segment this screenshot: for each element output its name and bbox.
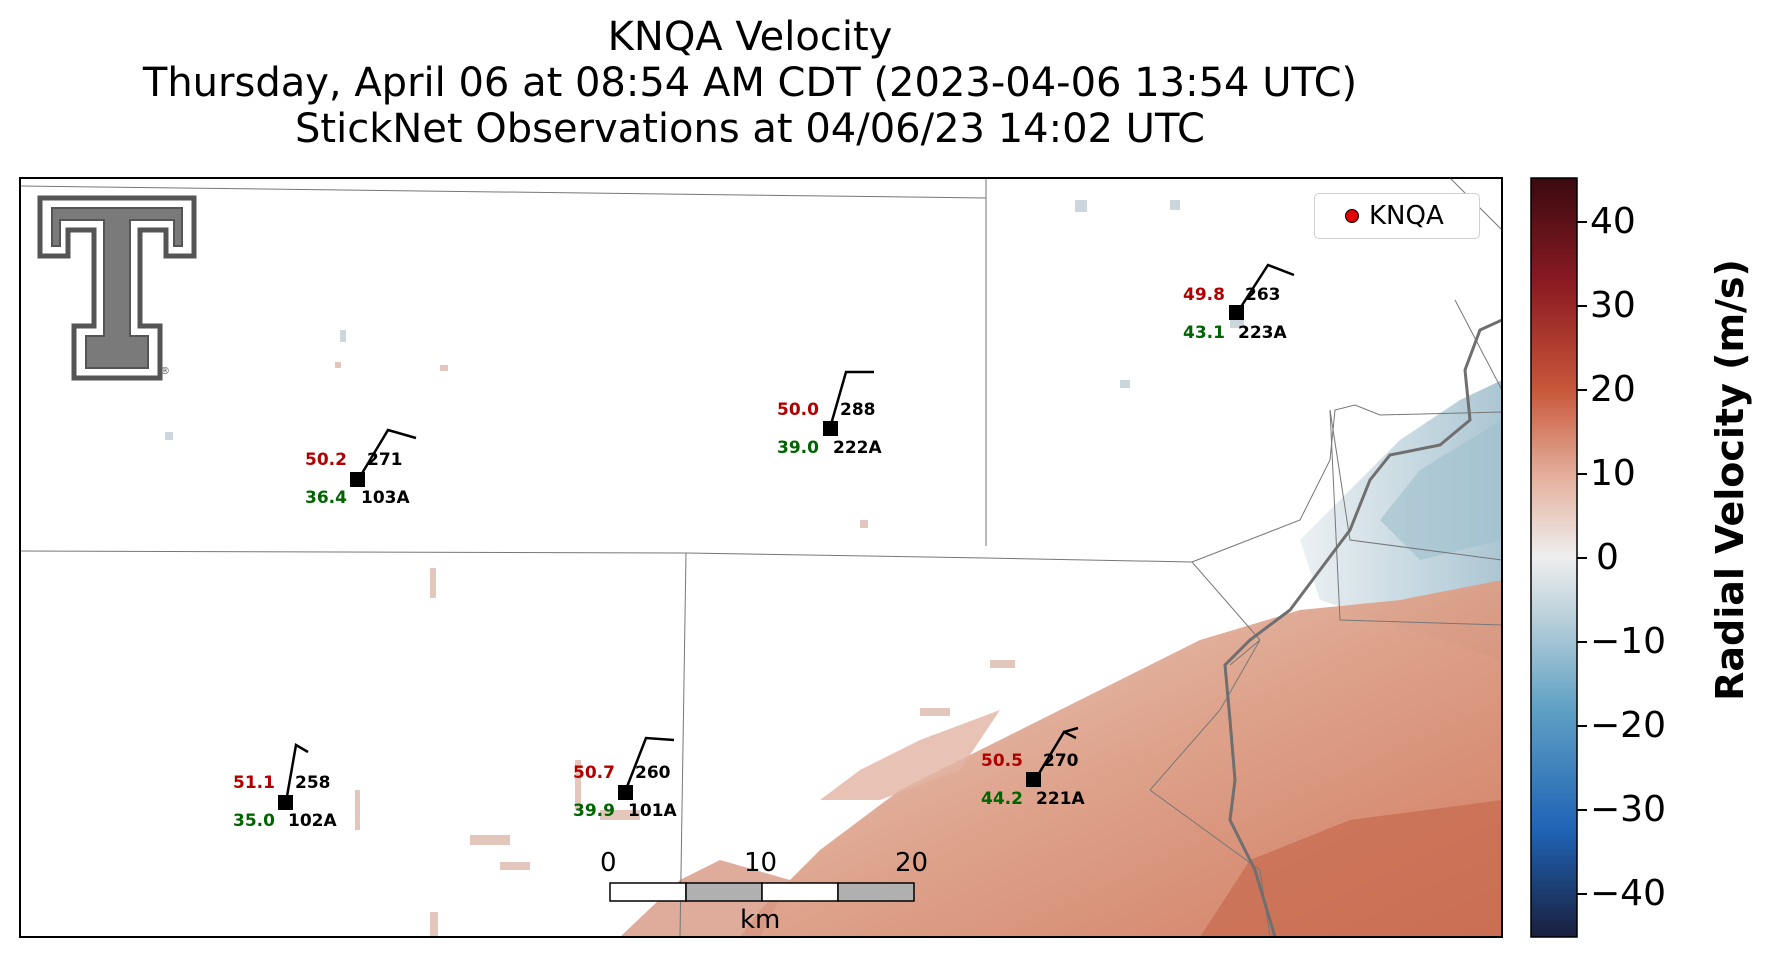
station-dew-223a: 43.1 xyxy=(1183,323,1225,343)
station-dew-103a-value: 36.4 xyxy=(305,488,347,508)
colorbar-tick-label: 40 xyxy=(1590,201,1636,242)
station-id-223a: 223A xyxy=(1238,323,1287,343)
station-marker-101a xyxy=(618,785,633,800)
station-dew-222a: 39.0 xyxy=(777,438,819,458)
colorbar-tick-label: 30 xyxy=(1590,285,1636,326)
station-222a[interactable]: 50.0 288 39.0 222A xyxy=(777,370,882,458)
scale-bar-unit: km xyxy=(740,905,781,935)
station-temp-102a: 51.1 xyxy=(233,773,275,793)
station-temp-222a: 50.0 xyxy=(777,400,819,420)
wind-barb-221a xyxy=(1033,726,1079,781)
station-marker-103a xyxy=(350,472,365,487)
colorbar-tick-label: −10 xyxy=(1590,621,1666,662)
station-marker-221a xyxy=(1026,772,1041,787)
station-dir-222a: 288 xyxy=(840,400,876,420)
wind-barb-102a xyxy=(284,743,309,803)
county-boundaries-fine xyxy=(1329,299,1502,561)
radar-echoes xyxy=(165,200,1502,937)
legend: KNQA xyxy=(1314,193,1480,239)
station-dir-101a: 260 xyxy=(635,763,671,783)
inbound-echo-band xyxy=(1380,420,1502,560)
colorbar-tick-marks xyxy=(1577,221,1587,895)
colorbar-title: Radial Velocity (m/s) xyxy=(1708,259,1752,701)
title-line-3: StickNet Observations at 04/06/23 14:02 … xyxy=(295,106,1205,152)
echo-speckles-cool xyxy=(165,200,1244,440)
title-line-1: KNQA Velocity xyxy=(607,14,893,60)
radar-site-marker-icon xyxy=(1345,209,1359,223)
wind-barb-101a xyxy=(623,736,675,793)
station-dir-103a: 271 xyxy=(367,450,403,470)
station-marker-223a xyxy=(1229,305,1244,320)
colorbar-strip xyxy=(1530,177,1578,938)
station-dir-223a: 263 xyxy=(1245,285,1281,305)
state-boundary-river xyxy=(1223,318,1502,937)
scale-bar-label-0: 0 xyxy=(600,848,617,878)
station-id-101a: 101A xyxy=(628,801,677,821)
station-marker-222a xyxy=(823,421,838,436)
station-id-102a: 102A xyxy=(288,811,337,831)
wind-barb-223a xyxy=(1235,263,1295,314)
scale-bar-label-20: 20 xyxy=(895,848,929,878)
station-dir-102a: 258 xyxy=(295,773,331,793)
svg-text:®: ® xyxy=(160,366,170,377)
station-marker-102a xyxy=(278,795,293,810)
station-id-103a: 103A xyxy=(361,488,410,508)
colorbar-tick-label: −40 xyxy=(1590,873,1666,914)
outbound-echo-fringe xyxy=(820,710,1000,800)
station-dew-101a: 39.9 xyxy=(573,801,615,821)
station-temp-103a: 50.2 xyxy=(305,450,347,470)
station-id-222a: 222A xyxy=(833,438,882,458)
colorbar-tick-label: 20 xyxy=(1590,369,1636,410)
station-temp-101a: 50.7 xyxy=(573,763,615,783)
county-boundaries xyxy=(20,178,1502,937)
colorbar-tick-label: −30 xyxy=(1590,789,1666,830)
station-id-221a: 221A xyxy=(1036,789,1085,809)
station-223a[interactable]: 49.8 263 43.1 223A xyxy=(1183,263,1295,343)
map-frame xyxy=(19,177,1503,938)
colorbar-tick-label: −20 xyxy=(1590,705,1666,746)
scale-bar xyxy=(609,882,915,902)
scale-bar-label-10: 10 xyxy=(744,848,778,878)
wind-barb-222a xyxy=(828,370,874,429)
station-221a[interactable]: 50.5 270 44.2 221A xyxy=(981,726,1085,809)
station-dew-221a: 44.2 xyxy=(981,789,1023,809)
station-dew-102a: 35.0 xyxy=(233,811,275,831)
colorbar-tick-label: 10 xyxy=(1590,453,1636,494)
station-dir-221a: 270 xyxy=(1043,751,1079,771)
station-101a[interactable]: 50.7 260 39.9 101A xyxy=(573,736,677,821)
wind-barb-103a xyxy=(356,428,417,481)
station-102a[interactable]: 51.1 258 35.0 102A xyxy=(233,743,337,831)
outbound-echo-core xyxy=(1200,800,1502,937)
station-temp-223a: 49.8 xyxy=(1183,285,1225,305)
echo-speckles xyxy=(335,362,1015,937)
title-line-2: Thursday, April 06 at 08:54 AM CDT (2023… xyxy=(142,60,1358,106)
colorbar-tick-label: 0 xyxy=(1596,537,1619,578)
station-103a[interactable]: 50.2 271 36.4 103A xyxy=(305,428,417,508)
texas-tech-double-t-logo: ® xyxy=(37,195,197,381)
legend-label: KNQA xyxy=(1369,201,1444,231)
station-temp-221a: 50.5 xyxy=(981,751,1023,771)
